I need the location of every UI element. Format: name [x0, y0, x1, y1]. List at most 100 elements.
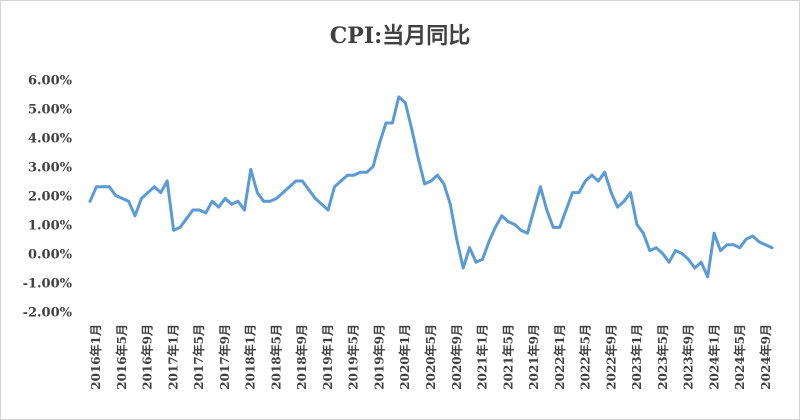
x-tick-label: 2023年5月: [655, 324, 670, 390]
data-point: [596, 179, 600, 183]
data-point: [609, 191, 613, 195]
data-point: [654, 246, 658, 250]
data-point: [584, 179, 587, 183]
data-point: [397, 95, 401, 99]
data-point: [255, 191, 259, 195]
data-point: [667, 260, 671, 264]
data-point: [346, 173, 349, 177]
data-point: [526, 231, 529, 235]
x-tick-label: 2020年1月: [397, 324, 412, 390]
data-point: [725, 243, 729, 247]
cpi-series-line: [88, 95, 774, 279]
x-tick-label: 2022年5月: [578, 324, 593, 390]
data-point: [744, 237, 748, 241]
data-point: [641, 231, 645, 235]
data-point: [712, 231, 716, 235]
data-point: [326, 208, 330, 212]
data-point: [738, 246, 742, 250]
data-point: [133, 214, 137, 218]
x-tick-label: 2024年5月: [732, 324, 747, 390]
x-tick-label: 2022年9月: [603, 324, 618, 390]
data-point: [577, 191, 581, 195]
x-tick-label: 2024年1月: [706, 324, 721, 390]
data-point: [416, 156, 420, 160]
y-tick-label: 4.00%: [28, 132, 73, 147]
data-point: [564, 208, 568, 212]
data-point: [545, 208, 549, 212]
data-point: [191, 208, 195, 212]
data-point: [436, 173, 439, 177]
data-point: [371, 165, 375, 168]
y-tick-label: -2.00%: [23, 306, 73, 321]
data-point: [210, 199, 214, 203]
x-tick-label: 2016年1月: [88, 324, 103, 390]
data-point: [236, 199, 240, 203]
data-point: [403, 101, 407, 105]
data-point: [378, 141, 381, 145]
x-tick-label: 2016年9月: [140, 324, 155, 390]
data-point: [107, 185, 111, 189]
data-point: [88, 199, 92, 203]
x-tick-label: 2021年9月: [526, 324, 541, 390]
data-point: [320, 202, 323, 206]
data-point: [648, 249, 652, 253]
y-tick-label: -1.00%: [23, 277, 73, 292]
data-point: [172, 228, 176, 232]
data-point: [410, 127, 414, 131]
data-point: [159, 191, 163, 195]
x-tick-label: 2018年9月: [294, 324, 309, 390]
data-point: [635, 223, 639, 226]
x-tick-label: 2019年1月: [320, 324, 335, 390]
data-point: [474, 260, 478, 264]
data-point: [275, 197, 278, 200]
x-tick-label: 2019年5月: [346, 324, 361, 390]
data-point: [120, 197, 124, 200]
data-point: [384, 121, 388, 125]
data-point: [616, 205, 619, 209]
data-point: [764, 243, 767, 247]
data-point: [358, 170, 362, 174]
y-tick-label: 1.00%: [28, 219, 73, 234]
data-point: [333, 185, 336, 189]
data-point: [680, 252, 684, 255]
data-point: [532, 208, 536, 212]
data-point: [294, 179, 298, 183]
data-point: [622, 199, 626, 203]
data-point: [339, 179, 343, 183]
data-point: [661, 252, 664, 255]
data-point: [571, 191, 574, 195]
data-point: [365, 170, 369, 174]
x-tick-label: 2024年9月: [758, 324, 773, 390]
data-point: [719, 249, 722, 253]
x-tick-label: 2019年9月: [371, 324, 386, 390]
data-point: [391, 121, 394, 125]
data-point: [539, 185, 542, 189]
x-tick-label: 2023年9月: [681, 324, 696, 390]
x-tick-label: 2016年5月: [114, 324, 129, 390]
data-point: [230, 202, 233, 206]
x-tick-label: 2021年1月: [475, 324, 490, 390]
x-tick-label: 2023年1月: [629, 324, 644, 390]
data-point: [770, 246, 774, 250]
y-tick-label: 0.00%: [28, 248, 73, 263]
data-point: [706, 275, 710, 279]
data-point: [493, 226, 497, 229]
data-point: [629, 191, 632, 195]
data-point: [487, 240, 491, 244]
chart-title: CPI:当月同比: [329, 23, 471, 49]
data-point: [101, 185, 105, 189]
data-point: [757, 240, 761, 244]
x-tick-label: 2022年1月: [552, 324, 567, 390]
data-point: [223, 197, 227, 200]
data-point: [307, 188, 311, 192]
data-point: [165, 179, 169, 183]
x-tick-label: 2017年5月: [191, 324, 206, 390]
data-point: [468, 246, 471, 250]
data-point: [687, 257, 690, 261]
x-tick-label: 2021年5月: [500, 324, 515, 390]
data-point: [146, 191, 150, 195]
data-point: [178, 226, 182, 229]
data-point: [455, 237, 459, 241]
data-point: [268, 199, 272, 203]
